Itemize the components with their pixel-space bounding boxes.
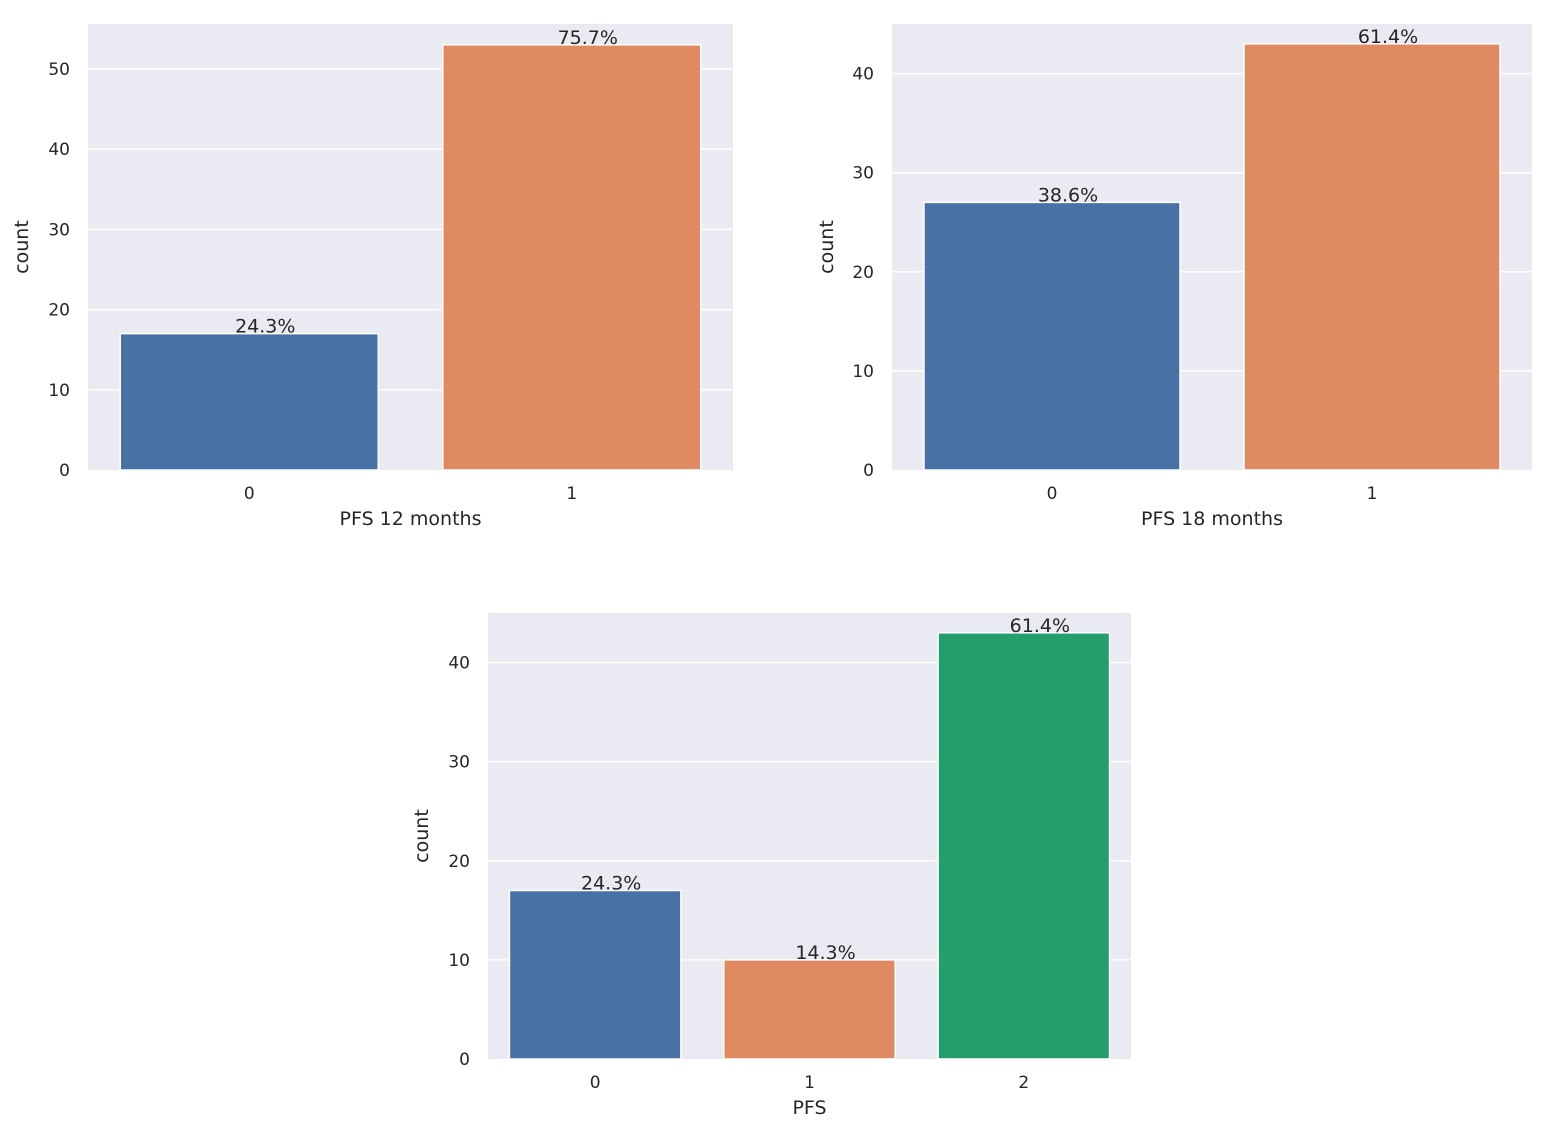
bar-1 — [723, 959, 896, 1060]
x-tick-label: 0 — [244, 484, 255, 504]
y-tick-label: 30 — [448, 753, 470, 773]
bar-percent-label: 24.3% — [581, 873, 641, 895]
x-axis-label: PFS 18 months — [1141, 508, 1283, 530]
y-tick-label: 10 — [852, 362, 874, 382]
bar-percent-label: 61.4% — [1010, 615, 1070, 637]
y-tick-label: 0 — [459, 1050, 470, 1070]
chart-pfs-12-months: 0 10 20 30 40 50 24.3% 0 75.7% 1 PFS 12 months coun… — [11, 24, 733, 530]
x-tick-label: 1 — [566, 484, 577, 504]
y-tick-label: 0 — [863, 461, 874, 481]
bar-0 — [508, 889, 682, 1060]
bar-percent-label: 38.6% — [1038, 184, 1098, 206]
bar-percent-label: 24.3% — [235, 316, 295, 338]
y-tick-label: 0 — [59, 461, 70, 481]
bar-1 — [442, 44, 702, 471]
x-axis-label: PFS — [792, 1097, 826, 1119]
bar-0 — [119, 332, 379, 471]
y-axis-label: count — [816, 220, 838, 274]
y-tick-label: 30 — [852, 164, 874, 184]
bar-1 — [1243, 43, 1501, 471]
y-tick-label: 20 — [448, 852, 470, 872]
y-axis-label: count — [411, 809, 433, 863]
y-tick-label: 20 — [852, 263, 874, 283]
y-tick-label: 20 — [48, 301, 70, 321]
y-axis-label: count — [11, 220, 33, 274]
bar-percent-label: 75.7% — [558, 27, 618, 49]
y-tick-label: 10 — [48, 381, 70, 401]
y-tick-label: 40 — [48, 140, 70, 160]
bar-2 — [937, 632, 1111, 1060]
y-tick-label: 40 — [448, 654, 470, 674]
x-tick-label: 1 — [1367, 484, 1378, 504]
y-tick-label: 30 — [48, 220, 70, 240]
x-tick-label: 0 — [1047, 484, 1058, 504]
y-tick-label: 40 — [852, 65, 874, 85]
y-tick-label: 50 — [48, 60, 70, 80]
x-tick-label: 2 — [1018, 1073, 1029, 1093]
chart-pfs-18-months: 0 10 20 30 40 38.6% 0 61.4% 1 PFS 18 months count — [816, 24, 1532, 530]
bar-percent-label: 14.3% — [795, 942, 855, 964]
y-tick-label: 10 — [448, 951, 470, 971]
x-tick-label: 1 — [804, 1073, 815, 1093]
bar-0 — [923, 201, 1181, 471]
x-tick-label: 0 — [590, 1073, 601, 1093]
bar-percent-label: 61.4% — [1358, 26, 1418, 48]
x-axis-label: PFS 12 months — [340, 508, 482, 530]
chart-pfs: 0 10 20 30 40 24.3% 0 14.3% 1 61.4% 2 PFS count — [411, 613, 1131, 1119]
